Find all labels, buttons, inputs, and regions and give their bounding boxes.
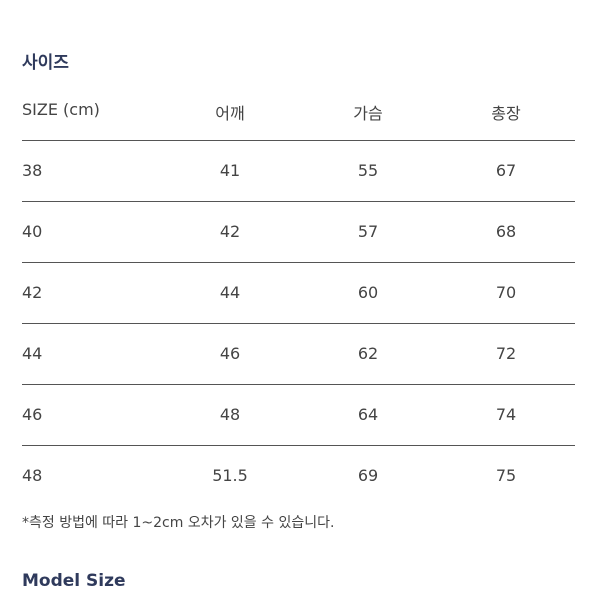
cell: 64	[357, 405, 379, 424]
cell: 55	[357, 161, 379, 180]
cell: 48	[219, 405, 241, 424]
table-row: 48 51.5 69 75	[22, 466, 575, 526]
cell: 68	[495, 222, 517, 241]
cell: 67	[495, 161, 517, 180]
cell: 38	[22, 161, 43, 180]
divider	[22, 201, 575, 202]
section-title: 사이즈	[22, 53, 69, 73]
divider	[22, 445, 575, 446]
table-row: 44 46 62 72	[22, 344, 575, 404]
table-row: SIZE (cm) 어깨 가슴 총장	[22, 100, 575, 160]
table-row: 38 41 55 67	[22, 161, 575, 221]
divider	[22, 140, 575, 141]
table-row: 42 44 60 70	[22, 283, 575, 343]
cell: 42	[22, 283, 43, 302]
table-row: 40 42 57 68	[22, 222, 575, 282]
cell: 70	[495, 283, 517, 302]
divider	[22, 262, 575, 263]
cell: 62	[357, 344, 379, 363]
cell: 46	[219, 344, 241, 363]
cell: 44	[219, 283, 241, 302]
cell: 가슴	[353, 104, 383, 123]
cell: 어깨	[215, 104, 245, 123]
cell: 46	[22, 405, 43, 424]
cell: 69	[357, 466, 379, 485]
cell: 40	[22, 222, 43, 241]
divider	[22, 323, 575, 324]
cell: 74	[495, 405, 517, 424]
cell: 44	[22, 344, 43, 363]
cell: 총장	[491, 104, 521, 123]
cell: SIZE (cm)	[22, 100, 100, 119]
cell: 48	[22, 466, 43, 485]
cell: 75	[495, 466, 517, 485]
table-row: 46 48 64 74	[22, 405, 575, 465]
cell: 72	[495, 344, 517, 363]
cell: 51.5	[212, 466, 248, 485]
cell: 60	[357, 283, 379, 302]
cell: 41	[219, 161, 241, 180]
cell: 42	[219, 222, 241, 241]
cell: 57	[357, 222, 379, 241]
section-title: Model Size	[22, 571, 126, 591]
note: *측정 방법에 따라 1~2cm 오차가 있을 수 있습니다.	[22, 515, 335, 531]
divider	[22, 384, 575, 385]
